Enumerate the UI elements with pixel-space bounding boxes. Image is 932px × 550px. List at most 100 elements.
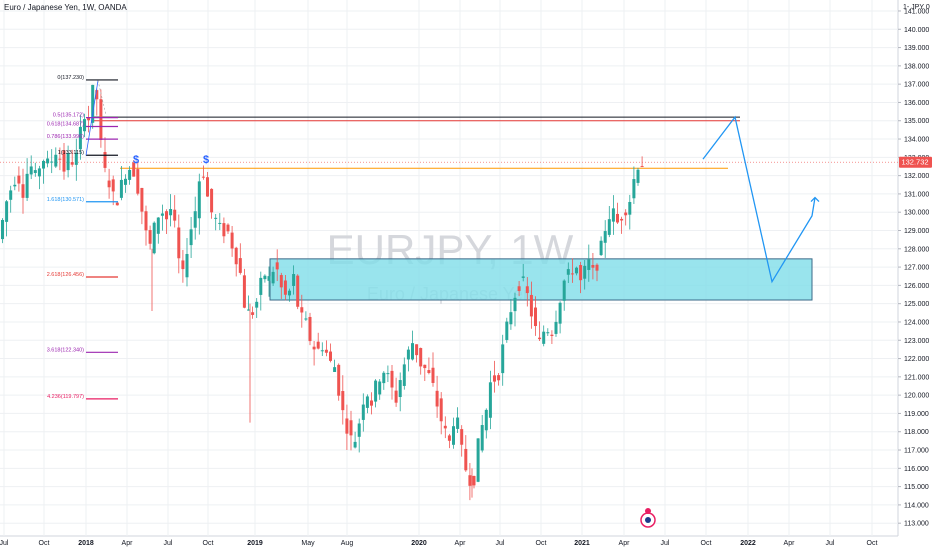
candle-body [624, 212, 628, 216]
horizontal-lines[interactable] [0, 116, 898, 169]
candle-body [95, 90, 99, 100]
candle-body [505, 321, 509, 340]
candle-body [181, 260, 185, 270]
candle-body [21, 184, 25, 198]
candle-body [611, 208, 615, 222]
currency-label[interactable]: 1- JPY 0 [903, 4, 930, 11]
candle-body [349, 420, 353, 436]
dividend-markers: $ $ [133, 154, 209, 166]
symbol-title[interactable]: Euro / Japanese Yen, 1W, OANDA [4, 3, 127, 12]
candle-body [296, 275, 300, 307]
candle-body [493, 375, 496, 382]
time-tick-label: Oct [39, 540, 50, 547]
time-tick-label: 2022 [740, 540, 756, 547]
fib-extension[interactable]: 0(137.230) 0.5(135.172) 0.618(134.687) 0.78… [47, 75, 118, 400]
price-tick-label: 140.000 [904, 27, 929, 34]
candle-body [156, 217, 160, 234]
candle-body [497, 375, 501, 381]
candle-body [308, 316, 312, 342]
candle-body [439, 398, 443, 422]
candle-body [501, 344, 505, 374]
candle-body [484, 409, 488, 431]
time-tick-label: May [301, 540, 315, 547]
candle-body [337, 364, 341, 396]
price-tick-label: 117.000 [904, 448, 929, 455]
candle-body [128, 169, 132, 180]
candle-body [29, 166, 33, 175]
candle-body [423, 364, 427, 369]
price-tick-label: 120.000 [904, 393, 929, 400]
candle-body [603, 231, 607, 243]
chart-grid [0, 0, 898, 536]
candle-body [583, 265, 587, 279]
candle-body [42, 160, 45, 169]
candle-body [398, 380, 402, 398]
time-tick-label: Jul [826, 540, 835, 547]
candle-body [353, 441, 357, 448]
candle-body [255, 301, 259, 308]
candle-body [267, 276, 271, 281]
candle-body [33, 170, 37, 173]
fib-level-label: 4.236(119.797) [47, 394, 84, 400]
price-tick-label: 114.000 [904, 502, 929, 509]
candle-body [333, 367, 337, 372]
candle-body [620, 218, 624, 221]
candle-body [558, 302, 562, 324]
candle-body [636, 169, 640, 183]
candle-body [206, 177, 209, 197]
price-axis[interactable]: 113.000 114.000 115.000 116.000 117.000 118.0… [898, 8, 929, 528]
price-tick-label: 136.000 [904, 100, 929, 107]
dividend-marker: $ [203, 154, 209, 166]
candle-body [361, 404, 365, 420]
time-tick-label: Jul [164, 540, 173, 547]
time-tick-label: 2020 [411, 540, 427, 547]
candle-body [435, 390, 439, 407]
price-tick-label: 118.000 [904, 429, 929, 436]
demand-zone[interactable] [269, 258, 813, 301]
candle-body [54, 154, 58, 167]
candle-body [550, 334, 554, 336]
candle-body [119, 179, 123, 198]
candle-body [382, 372, 386, 384]
time-tick-label: Apr [122, 540, 134, 547]
time-tick-label: Jul [661, 540, 670, 547]
candle-body [415, 344, 419, 356]
earnings-event-icon[interactable] [640, 508, 656, 528]
candle-body [554, 321, 558, 334]
price-tick-label: 121.000 [904, 374, 929, 381]
time-tick-label: 2018 [78, 540, 94, 547]
candle-body [87, 117, 91, 121]
candle-body [218, 222, 222, 224]
price-tick-label: 126.000 [904, 283, 929, 290]
candle-body [546, 332, 550, 334]
candle-body [259, 277, 263, 295]
price-tick-label: 127.000 [904, 265, 929, 272]
candle-body [169, 209, 173, 216]
candle-body [201, 176, 205, 178]
candle-body [406, 349, 410, 360]
candle-body [316, 341, 320, 349]
price-tick-label: 134.000 [904, 137, 929, 144]
fib-level-label: 2.618(126.456) [47, 272, 84, 278]
candle-body [370, 400, 373, 406]
time-axis[interactable]: Jul Oct 2018 Apr Jul Oct 2019 May Aug 2020 Apr Jul O… [0, 540, 877, 547]
candle-body [70, 162, 74, 165]
price-tick-label: 116.000 [904, 466, 929, 473]
candle-body [312, 346, 316, 350]
time-tick-label: Apr [455, 540, 467, 547]
candle-body [152, 222, 156, 254]
price-tick-label: 130.000 [904, 210, 929, 217]
time-tick-label: Oct [536, 540, 547, 547]
candle-body [275, 262, 279, 270]
candle-body [324, 349, 328, 353]
projection-path[interactable] [702, 115, 820, 284]
candle-body [329, 351, 332, 361]
candle-body [488, 382, 492, 418]
candle-body [111, 179, 115, 192]
candle-body [427, 370, 431, 373]
candle-body [177, 227, 181, 259]
candle-body [78, 126, 82, 150]
candle-body [247, 309, 250, 311]
